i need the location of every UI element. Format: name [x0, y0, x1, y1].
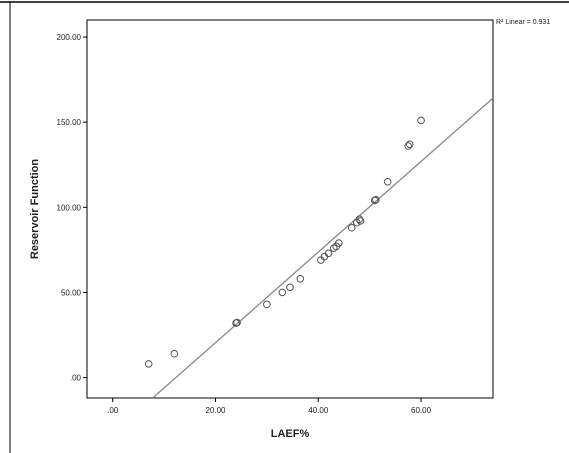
fit-line: [152, 97, 494, 399]
data-point: [355, 215, 364, 224]
data-point: [286, 283, 294, 292]
y-axis-ticks: .00 50.00 100.00 150.00 200.00: [57, 33, 87, 383]
data-point: [356, 217, 365, 225]
y-tick-label: .00: [70, 374, 82, 383]
data-point: [347, 223, 356, 232]
data-point: [278, 288, 287, 297]
y-tick-label: 200.00: [57, 33, 82, 42]
data-point: [233, 318, 241, 327]
x-tick-label: 60.00: [411, 406, 432, 415]
data-point: [417, 116, 425, 125]
data-point: [370, 196, 379, 205]
y-tick-label: 100.00: [57, 203, 82, 212]
data-point: [263, 300, 271, 309]
x-axis-title: LAEF%: [271, 428, 310, 440]
x-tick-label: 40.00: [308, 406, 329, 415]
y-axis-title: Reservoir Function: [29, 159, 41, 260]
data-point: [404, 142, 413, 150]
y-tick-label: 50.00: [61, 288, 82, 297]
data-point: [372, 195, 380, 204]
data-point: [324, 249, 333, 258]
x-tick-label: .00: [107, 406, 119, 415]
data-point: [296, 275, 305, 283]
data-point: [405, 140, 414, 149]
data-point: [170, 349, 179, 358]
data-point: [335, 239, 343, 247]
data-point: [144, 360, 153, 368]
data-point: [383, 177, 392, 186]
x-tick-label: 20.00: [205, 406, 226, 415]
y-tick-label: 150.00: [57, 118, 82, 127]
legend-fit-label: R² Linear = 0.931: [496, 19, 550, 26]
plot-area: [86, 19, 494, 399]
x-axis-ticks: .00 20.00 40.00 60.00: [107, 398, 432, 415]
data-points: [144, 116, 425, 368]
